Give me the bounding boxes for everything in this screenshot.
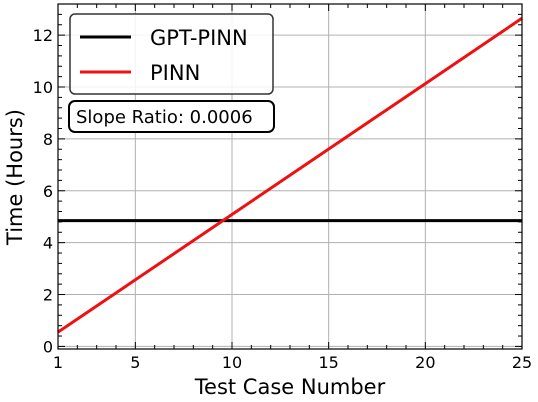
series-lines — [57, 17, 523, 334]
y-tick-label: 10 — [33, 78, 53, 97]
x-tick-label: 1 — [53, 353, 63, 372]
x-tick-label: 20 — [415, 353, 435, 372]
y-axis-label: Time (Hours) — [3, 109, 27, 246]
series-line-pinn — [57, 17, 523, 334]
legend-box — [69, 13, 274, 95]
y-tick-label: 6 — [43, 182, 53, 201]
y-tick-label: 8 — [43, 130, 53, 149]
x-tick-label: 10 — [222, 353, 242, 372]
y-tick-label: 4 — [43, 234, 53, 253]
y-tick-label: 12 — [33, 26, 53, 45]
x-tick-label: 5 — [130, 353, 140, 372]
y-tick-label: 0 — [43, 337, 53, 356]
annotation-box — [68, 100, 275, 133]
x-tick-label: 25 — [512, 353, 532, 372]
annotation-text: Slope Ratio: 0.0006 — [76, 107, 253, 128]
tick-marks — [57, 4, 523, 349]
y-tick-label: 2 — [43, 286, 53, 305]
x-axis-label: Test Case Number — [194, 375, 386, 399]
x-tick-label: 15 — [318, 353, 338, 372]
legend: GPT-PINN PINN — [69, 13, 274, 95]
legend-label-gpt-pinn: GPT-PINN — [150, 26, 248, 50]
slope-ratio-annotation: Slope Ratio: 0.0006 — [68, 100, 275, 133]
legend-label-pinn: PINN — [150, 61, 200, 85]
